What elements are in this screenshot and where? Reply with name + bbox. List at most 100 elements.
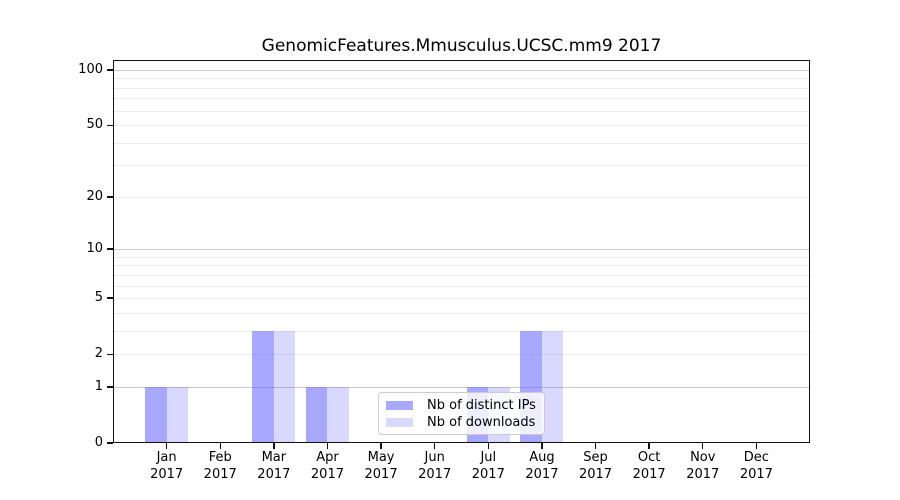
gridline-minor — [113, 142, 810, 144]
chart-title: GenomicFeatures.Mmusculus.UCSC.mm9 2017 — [261, 36, 662, 56]
x-axis-tick-label: Dec 2017 — [728, 450, 784, 483]
y-axis-tick — [106, 248, 113, 250]
gridline-major — [113, 69, 810, 71]
x-tick-year: 2017 — [471, 466, 505, 482]
x-tick-month: Mar — [261, 450, 287, 465]
x-tick-year: 2017 — [578, 466, 613, 482]
bar-downloads — [166, 386, 189, 443]
gridline-minor — [113, 354, 810, 356]
x-axis-tick — [487, 443, 489, 449]
x-axis-tick — [219, 443, 221, 449]
x-axis-tick-label: Feb 2017 — [192, 450, 248, 483]
x-tick-year: 2017 — [150, 466, 184, 482]
y-axis-tick — [106, 297, 113, 299]
gridline-major — [113, 386, 810, 388]
legend-label-distinct-ips: Nb of distinct IPs — [427, 398, 536, 413]
x-axis-tick-label: May 2017 — [353, 450, 409, 483]
x-tick-month: Feb — [208, 450, 232, 465]
gridline-minor — [113, 312, 810, 314]
x-tick-year: 2017 — [364, 466, 398, 482]
gridline-minor — [113, 110, 810, 112]
legend: Nb of distinct IPs Nb of downloads — [378, 392, 545, 435]
y-axis-tick — [106, 196, 113, 198]
x-tick-month: Jan — [156, 450, 177, 465]
x-axis-tick-label: Sep 2017 — [568, 450, 624, 483]
bar-downloads — [541, 330, 564, 443]
x-axis-tick — [702, 443, 704, 449]
x-axis-tick-label: Jul 2017 — [460, 450, 516, 483]
legend-item-downloads: Nb of downloads — [386, 414, 536, 431]
bar-downloads — [327, 386, 349, 443]
y-axis-tick-label: 50 — [86, 117, 103, 133]
bar-distinct-ips — [252, 330, 274, 443]
gridline-major — [113, 249, 810, 251]
gridline-minor — [113, 87, 810, 89]
x-tick-year: 2017 — [632, 466, 666, 482]
y-axis-tick-label: 1 — [94, 378, 103, 394]
x-tick-month: Sep — [583, 450, 608, 465]
y-axis-tick-label: 5 — [94, 290, 103, 306]
x-tick-year: 2017 — [257, 466, 291, 482]
gridline-minor — [113, 165, 810, 167]
gridline-minor — [113, 274, 810, 276]
y-axis-tick-label: 20 — [86, 188, 103, 204]
x-axis-tick — [326, 443, 329, 449]
x-axis-tick — [273, 443, 275, 449]
gridline-minor — [113, 196, 810, 198]
y-axis-tick-label: 2 — [94, 346, 103, 362]
x-tick-month: Nov — [690, 450, 716, 465]
x-tick-month: Jun — [424, 450, 445, 465]
y-axis-tick — [106, 386, 113, 388]
legend-swatch-distinct-ips-icon — [386, 401, 413, 410]
x-axis-tick — [165, 443, 168, 449]
gridline-minor — [113, 98, 810, 100]
x-tick-month: May — [367, 450, 395, 465]
y-axis-tick-label: 0 — [94, 435, 103, 450]
legend-swatch-downloads-icon — [386, 418, 413, 427]
x-axis-tick-label: Apr 2017 — [299, 450, 355, 483]
y-axis-tick — [106, 353, 113, 355]
bar-downloads — [273, 330, 296, 443]
x-tick-month: Jul — [480, 450, 497, 465]
gridline-minor — [113, 125, 810, 127]
x-axis-tick — [648, 443, 650, 449]
x-axis-tick-label: Jan 2017 — [139, 450, 195, 483]
gridline-minor — [113, 285, 810, 287]
x-axis-tick — [433, 443, 436, 449]
x-axis-tick-label: Aug 2017 — [514, 450, 570, 483]
y-axis-tick — [106, 442, 113, 444]
x-tick-year: 2017 — [310, 466, 344, 482]
gridline-minor — [113, 78, 810, 80]
gridline-minor — [113, 298, 810, 300]
x-axis-tick-label: Mar 2017 — [246, 450, 302, 483]
x-tick-month: Apr — [316, 450, 339, 465]
x-axis-tick — [541, 443, 543, 449]
x-axis-tick-label: Oct 2017 — [621, 450, 677, 483]
gridline-minor — [113, 256, 810, 258]
legend-item-distinct-ips: Nb of distinct IPs — [386, 397, 536, 414]
x-tick-month: Oct — [637, 450, 661, 465]
bar-distinct-ips — [305, 386, 328, 443]
y-axis-tick — [106, 69, 113, 71]
x-tick-month: Dec — [743, 450, 769, 465]
gridline-minor — [113, 265, 810, 267]
x-tick-year: 2017 — [686, 466, 720, 482]
y-axis-tick-label: 100 — [78, 61, 103, 77]
x-axis-tick — [380, 443, 382, 449]
x-tick-year: 2017 — [525, 466, 559, 482]
x-axis-tick — [594, 443, 597, 449]
y-axis-tick — [106, 124, 113, 126]
x-tick-year: 2017 — [418, 466, 452, 482]
y-axis-tick-label: 10 — [86, 241, 103, 257]
x-axis-tick — [755, 443, 758, 449]
x-axis-tick-label: Nov 2017 — [675, 450, 731, 483]
x-axis-tick-label: Jun 2017 — [407, 450, 463, 483]
gridline-minor — [113, 330, 810, 332]
x-tick-month: Aug — [529, 450, 555, 465]
bar-distinct-ips — [145, 386, 167, 443]
legend-label-downloads: Nb of downloads — [427, 415, 536, 430]
x-tick-year: 2017 — [203, 466, 237, 482]
x-tick-year: 2017 — [739, 466, 773, 482]
